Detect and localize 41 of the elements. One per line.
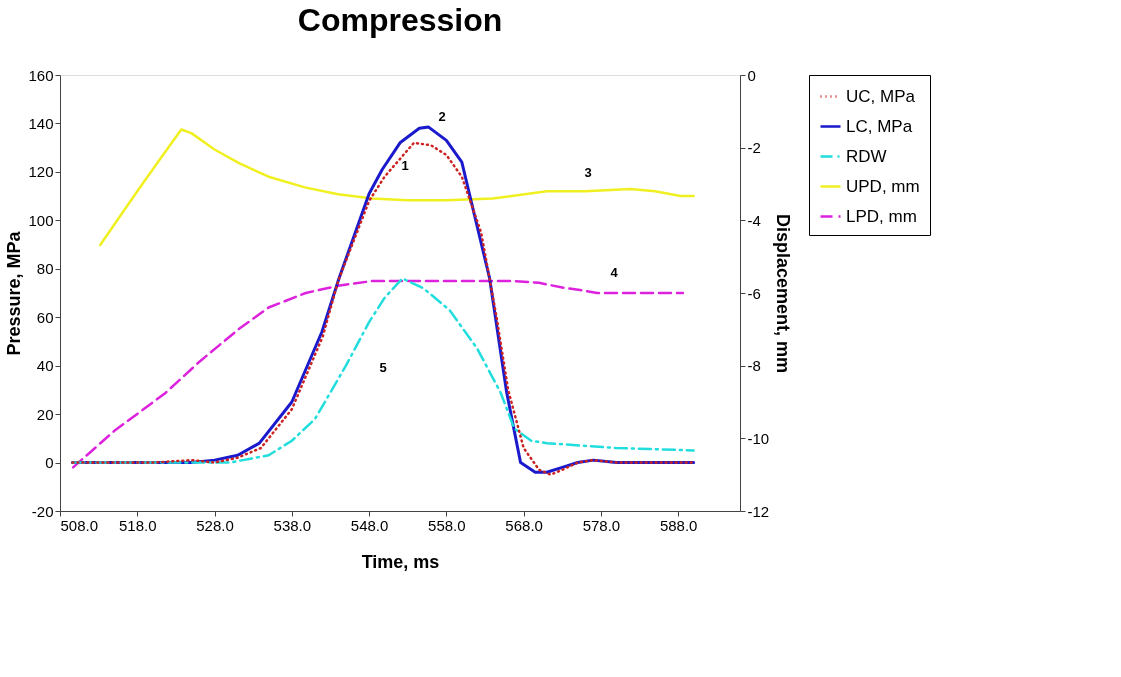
y-tick-label: 20 bbox=[36, 405, 54, 423]
y-tick-label: 40 bbox=[36, 357, 54, 375]
y2-tick-label: -12 bbox=[747, 502, 770, 520]
y2-tick-label: -2 bbox=[747, 139, 761, 157]
legend-label: LC, MPa bbox=[846, 116, 913, 136]
chart-title: Compression bbox=[297, 2, 503, 38]
legend-label: UC, MPa bbox=[846, 86, 916, 106]
annotation: 3 bbox=[584, 165, 592, 180]
y-tick-label: 80 bbox=[36, 260, 54, 278]
y2-tick-label: 0 bbox=[747, 66, 756, 84]
y-tick-label: 60 bbox=[36, 308, 54, 326]
x-axis-title: Time, ms bbox=[361, 551, 440, 572]
x-tick-label: 578.0 bbox=[582, 516, 621, 534]
annotation: 5 bbox=[379, 360, 387, 375]
y2-tick-label: -8 bbox=[747, 357, 761, 375]
annotation: 2 bbox=[438, 109, 446, 124]
y2-tick-label: -6 bbox=[747, 284, 761, 302]
x-tick-label: 548.0 bbox=[350, 516, 389, 534]
annotation: 4 bbox=[610, 265, 619, 280]
x-tick-label: 568.0 bbox=[505, 516, 543, 534]
y2-tick-label: -10 bbox=[747, 429, 770, 447]
y-tick-label: 0 bbox=[45, 454, 54, 472]
x-tick-label: 558.0 bbox=[428, 516, 466, 534]
annotation: 1 bbox=[401, 158, 409, 173]
y-tick-label: -20 bbox=[31, 502, 54, 520]
y2-tick-label: -4 bbox=[747, 211, 761, 229]
legend-label: UPD, mm bbox=[846, 176, 920, 196]
y-tick-label: 140 bbox=[28, 114, 54, 132]
x-tick-label: 528.0 bbox=[196, 516, 234, 534]
y-tick-label: 160 bbox=[28, 66, 54, 84]
y2-axis-title: Displacement, mm bbox=[773, 213, 794, 374]
x-tick-label: 588.0 bbox=[659, 516, 698, 534]
legend-label: RDW bbox=[846, 146, 887, 166]
line-series bbox=[98, 128, 695, 247]
x-tick-label: 538.0 bbox=[273, 516, 312, 534]
x-tick-label: 518.0 bbox=[119, 516, 157, 534]
legend-label: LPD, mm bbox=[846, 206, 917, 226]
y-tick-label: 120 bbox=[28, 163, 54, 181]
x-tick-label: 508.0 bbox=[60, 516, 99, 534]
y-tick-label: 100 bbox=[28, 211, 54, 229]
y-axis-title: Pressure, MPa bbox=[4, 230, 25, 356]
